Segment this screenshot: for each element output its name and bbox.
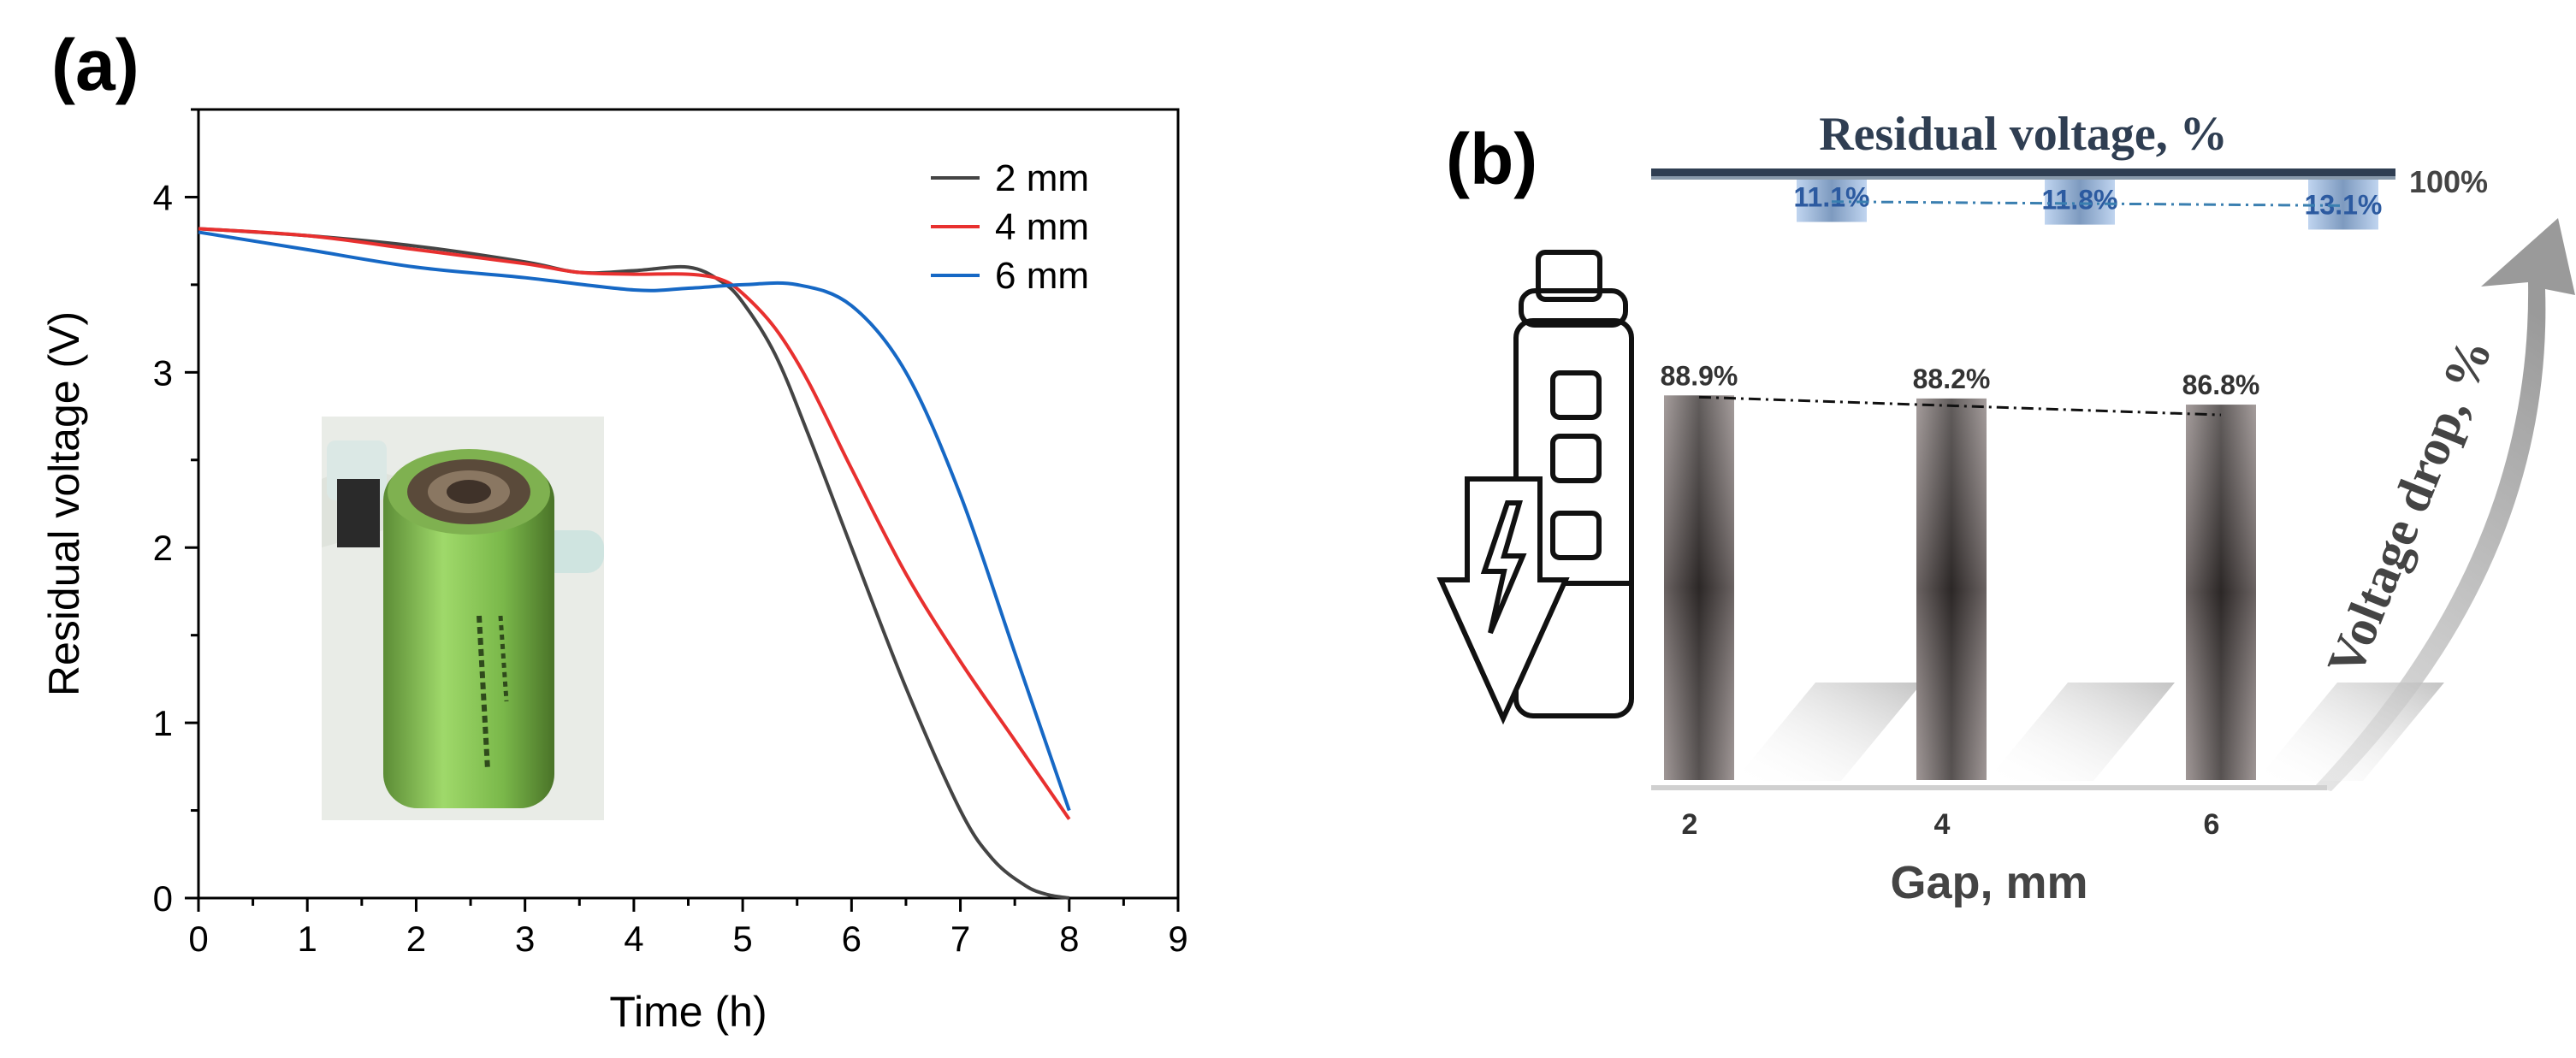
series-line-2mm <box>198 227 1070 900</box>
battery-photo-inset <box>322 417 604 820</box>
voltage-drop-arrow <box>2314 218 2575 791</box>
x-tick-label: 5 <box>732 919 752 959</box>
bar-shadow <box>1987 683 2175 781</box>
y-tick-label: 4 <box>153 177 173 217</box>
x-axis-label: Time (h) <box>609 988 767 1036</box>
chart-a: 0 1 2 3 4 5 6 7 8 9 0 1 2 3 4 Time (h) Residual voltage … <box>40 108 1188 1036</box>
battery-discharge-icon <box>1436 250 1634 725</box>
residual-bar-shade <box>1664 395 1734 780</box>
residual-bar-shade <box>1916 398 1987 780</box>
bar-shadow <box>2256 683 2444 781</box>
chart-b-xlabel: Gap, mm <box>1890 857 2087 908</box>
top-axis-bar <box>1651 168 2395 176</box>
drop-bar-2 <box>1797 180 1867 222</box>
drop-value-label: 11.8% <box>2042 185 2118 216</box>
drop-value-label: 11.1% <box>1794 181 1870 212</box>
x-tick-label: 7 <box>950 919 970 959</box>
drop-value-label: 13.1% <box>2305 189 2383 220</box>
y-tick-label: 1 <box>153 703 173 743</box>
x-tick-label: 3 <box>515 919 535 959</box>
chart-b-ylabel: Voltage drop, % <box>2316 330 2502 683</box>
y-axis-label: Residual voltage (V) <box>40 311 88 696</box>
x-tick-label: 9 <box>1168 919 1187 959</box>
legend-label: 2 mm <box>995 157 1089 199</box>
residual-value-label: 88.9% <box>1661 360 1738 391</box>
category-label: 2 <box>1682 808 1698 841</box>
x-tick-label: 8 <box>1059 919 1079 959</box>
drop-bar-6 <box>2308 180 2378 230</box>
panel-a-label: (a) <box>51 25 139 105</box>
legend-label: 6 mm <box>995 255 1089 297</box>
chart-b: 88.9% 88.2% 86.8% 11.1% 11.8% 13.1% 2 4 6 Residua… <box>1436 108 2575 908</box>
chart-b-title: Residual voltage, % <box>1819 108 2228 161</box>
x-tick-label: 2 <box>406 919 426 959</box>
x-tick-label: 0 <box>188 919 208 959</box>
top-marker-label: 100% <box>2409 164 2488 199</box>
x-tick-label: 6 <box>842 919 862 959</box>
category-label: 6 <box>2204 808 2220 841</box>
y-tick-label: 2 <box>153 528 173 568</box>
residual-value-label: 88.2% <box>1913 364 1991 394</box>
x-tick-label: 4 <box>624 919 643 959</box>
y-tick-label: 3 <box>153 352 173 393</box>
bottom-axis-line <box>1651 785 2327 790</box>
x-tick-label: 1 <box>298 919 317 959</box>
series-line-6mm <box>198 230 1071 812</box>
residual-value-label: 86.8% <box>2182 369 2260 400</box>
panel-b-label: (b) <box>1446 119 1537 199</box>
series-line-4mm <box>198 227 1071 820</box>
category-label: 4 <box>1934 808 1951 841</box>
legend-label: 4 mm <box>995 206 1089 248</box>
residual-bar-shade <box>2186 405 2256 780</box>
bar-shadow <box>1734 683 1922 781</box>
drop-trend-line <box>1831 200 2344 207</box>
y-tick-label: 0 <box>153 878 173 919</box>
